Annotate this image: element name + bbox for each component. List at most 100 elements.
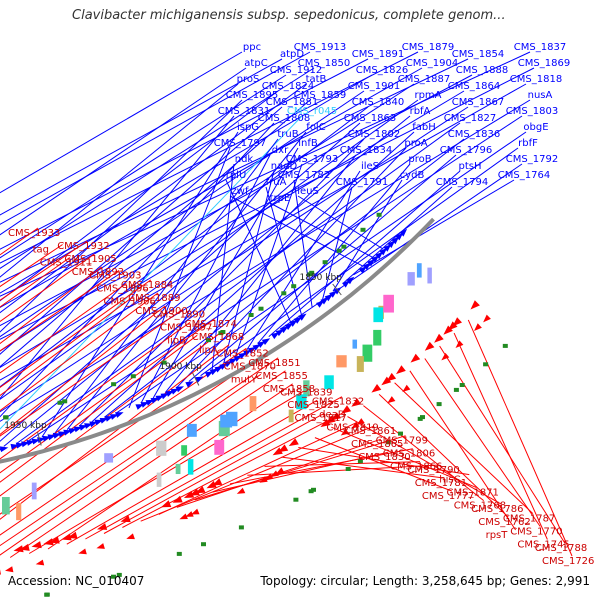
feature-arrow (289, 319, 298, 327)
label-spoke (0, 83, 239, 278)
feature-block (186, 423, 197, 437)
feature-arrow (35, 559, 45, 566)
feature-marker (176, 551, 182, 556)
gene-label-forward: CMS_1792 (506, 154, 558, 165)
feature-block (416, 263, 422, 278)
label-spoke (0, 58, 469, 283)
label-spoke (297, 195, 384, 250)
label-spoke (47, 383, 293, 550)
gene-label-forward: truB (277, 129, 298, 140)
feature-arrow (214, 366, 223, 373)
feature-arrow (247, 346, 257, 354)
gene-label-forward: CMS_1794 (436, 177, 488, 188)
gene-label-reverse: CMS_1770 (510, 527, 562, 538)
label-spoke (164, 154, 357, 394)
label-spoke (9, 370, 286, 558)
gene-label-reverse: CMS_1777 (422, 491, 474, 502)
feature-arrow (325, 415, 336, 424)
feature-arrow (474, 323, 482, 331)
gene-label-reverse: hisC (439, 475, 460, 486)
gene-label-forward: CMS_1797 (214, 138, 266, 149)
gene-label-forward: CMS_1831 (218, 106, 270, 117)
feature-arrow (5, 566, 14, 573)
feature-block (249, 396, 257, 412)
label-spoke (66, 131, 307, 431)
label-spoke (0, 122, 361, 442)
feature-block (303, 380, 310, 397)
feature-marker (238, 525, 244, 530)
feature-block (407, 272, 415, 286)
gene-label-forward: CMS_1836 (448, 129, 500, 140)
gene-label-forward: CMS_1840 (352, 97, 404, 108)
gene-label-forward: CMS_1904 (406, 58, 458, 69)
feature-arrow (243, 349, 252, 357)
feature-arrow (228, 358, 238, 365)
feature-marker (111, 574, 116, 579)
gene-label-forward: CMS_1863 (344, 113, 396, 124)
feature-block (383, 294, 394, 313)
label-spoke (0, 318, 215, 474)
feature-arrow (329, 290, 338, 298)
feature-marker (130, 374, 136, 379)
feature-arrow (189, 488, 200, 496)
feature-marker (336, 248, 342, 253)
gene-label-forward: rbfA (410, 106, 431, 117)
label-spoke (247, 464, 438, 476)
feature-marker (483, 362, 489, 367)
gene-label-reverse: CMS_1762 (478, 517, 530, 528)
label-spoke (16, 122, 461, 444)
label-spoke (0, 58, 369, 250)
gene-label-reverse: CMS_1861 (344, 426, 396, 437)
label-spoke (41, 131, 239, 438)
label-spoke (188, 154, 457, 382)
gene-label-forward: ndk (235, 154, 254, 165)
gene-label-forward: atpD (280, 49, 304, 60)
feature-arrow (0, 446, 9, 453)
label-spoke (176, 147, 407, 388)
label-spoke (0, 334, 198, 483)
gene-label-reverse: CMS_1905 (64, 254, 116, 265)
feature-marker (385, 440, 391, 445)
tick-mark (37, 431, 42, 446)
gene-label-reverse: CMS_1896 (96, 283, 148, 294)
gene-label-forward: CMS_1764 (498, 170, 550, 181)
label-spoke (0, 51, 311, 225)
gene-label-reverse: CMS_1903 (89, 270, 141, 281)
gene-label-forward: ispG (237, 122, 259, 133)
feature-arrow (195, 486, 206, 494)
gene-label-forward: CMS_1881 (266, 97, 318, 108)
gene-label-reverse: CMS_1933 (8, 228, 60, 239)
label-spoke (342, 186, 453, 284)
feature-arrow (320, 418, 331, 428)
gene-label-forward: rplU (226, 170, 247, 181)
feature-arrow (371, 384, 382, 393)
label-spoke (0, 292, 159, 412)
label-spoke (0, 266, 103, 345)
feature-block (288, 409, 294, 423)
label-spokes (0, 51, 573, 558)
label-spoke (0, 51, 419, 264)
feature-arrow (78, 548, 87, 555)
feature-marker (161, 360, 167, 365)
feature-block (373, 329, 382, 346)
label-spoke (0, 295, 134, 397)
feature-arrow (224, 360, 233, 368)
feature-marker (291, 284, 297, 289)
gene-label-reverse: lipA (199, 345, 218, 356)
gene-label-forward: ppc (243, 42, 261, 53)
feature-arrow (358, 266, 367, 274)
feature-arrow (175, 386, 184, 393)
label-spoke (0, 321, 191, 460)
feature-arrow (150, 397, 160, 404)
feature-arrow (275, 329, 284, 337)
feature-marker (62, 399, 68, 404)
feature-block (156, 440, 167, 456)
label-spoke (29, 115, 523, 441)
feature-arrow (140, 402, 149, 408)
gene-label-forward: nusA (528, 90, 553, 101)
label-spoke (234, 163, 303, 358)
label-spoke (0, 83, 307, 314)
tick-label: 1900 kbp (159, 362, 202, 372)
gene-label-forward: leuS (297, 186, 319, 197)
feature-arrow (379, 247, 388, 256)
